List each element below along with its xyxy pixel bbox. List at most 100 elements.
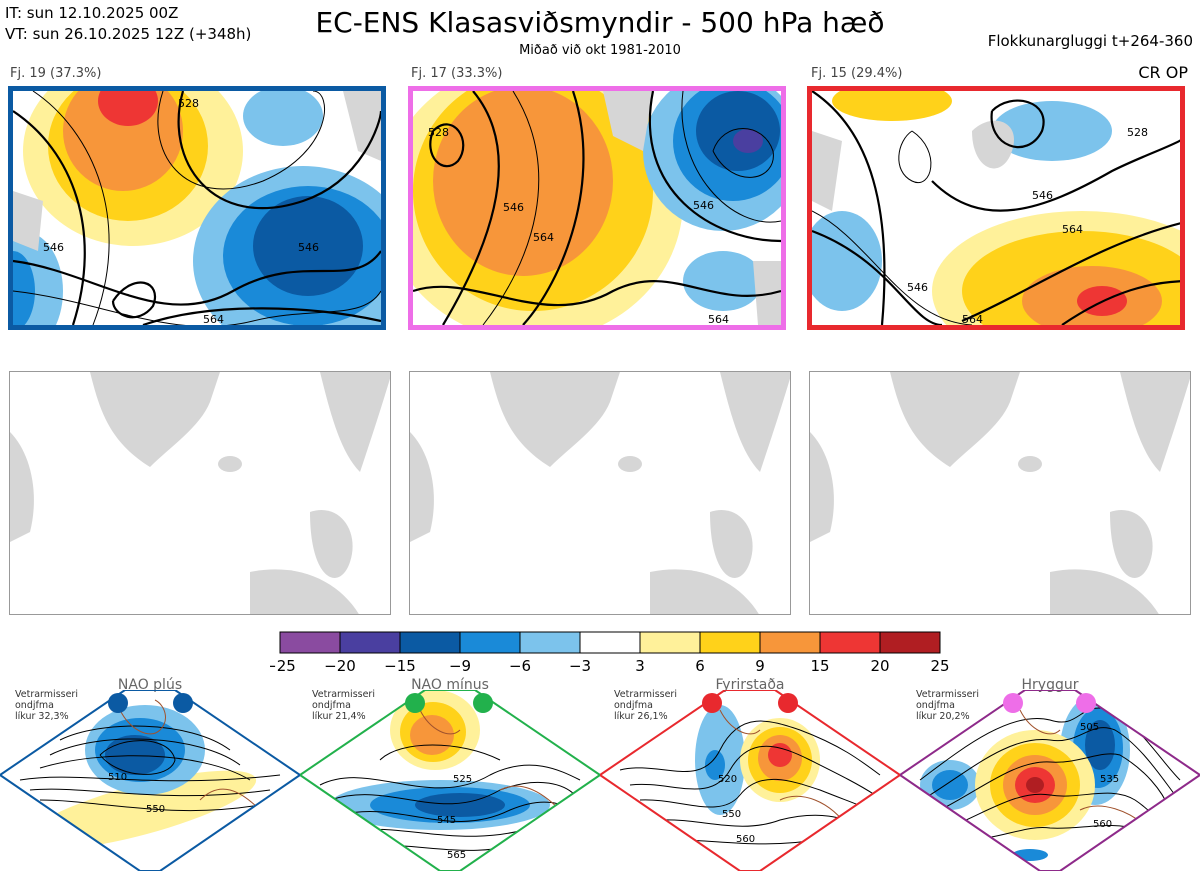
height-contours xyxy=(13,91,381,325)
blank-map-3-drawing xyxy=(810,372,1190,614)
regime-dot xyxy=(1003,693,1023,713)
regime-note-ridge: Vetrarmisseri ondjfma líkur 20,2% xyxy=(916,689,979,722)
note-line: líkur 26,1% xyxy=(614,711,668,722)
cluster-map-3-drawing: 528 546 564 546 564 xyxy=(812,91,1180,325)
colorbar-tick-label: −20 xyxy=(324,657,356,675)
contour-label: 520 xyxy=(718,774,737,785)
cluster-map-1: 528 546 546 564 xyxy=(8,86,386,330)
colorbar-tick-label: −9 xyxy=(449,657,471,675)
regime-note-blocking: Vetrarmisseri ondjfma líkur 26,1% xyxy=(614,689,677,722)
regime-map-ridge: 505 535 560 xyxy=(900,690,1200,871)
note-line: líkur 32,3% xyxy=(15,711,69,722)
contour-label: 546 xyxy=(503,201,524,214)
colorbar-swatch xyxy=(279,631,341,654)
cluster-map-2-drawing: 528 546 564 546 564 xyxy=(413,91,781,325)
regime-dot xyxy=(778,693,798,713)
regime-map-blocking: 520 550 560 xyxy=(600,690,900,871)
valid-time: VT: sun 26.10.2025 12Z (+348h) xyxy=(5,25,252,43)
contour-label: 546 xyxy=(298,241,319,254)
colorbar-tick-label: −15 xyxy=(384,657,416,675)
colorbar-swatch xyxy=(819,631,881,654)
regime-dot xyxy=(405,693,425,713)
colorbar-swatch xyxy=(759,631,821,654)
contour-label: 546 xyxy=(693,199,714,212)
anomaly-fill xyxy=(13,91,381,325)
note-line: Vetrarmisseri xyxy=(15,689,78,700)
contour-label: 545 xyxy=(437,815,456,826)
contour-label: 564 xyxy=(1062,223,1083,236)
contour-label: 560 xyxy=(736,834,755,845)
colorbar-swatch xyxy=(579,631,641,654)
note-line: Vetrarmisseri xyxy=(312,689,375,700)
regime-dot xyxy=(1076,693,1096,713)
blank-map-1 xyxy=(9,371,391,615)
regime-dot xyxy=(108,693,128,713)
contour-label: 535 xyxy=(1100,774,1119,785)
anomaly-fill xyxy=(812,91,1180,325)
regime-title-blocking: Fyrirstaða xyxy=(715,677,785,693)
cluster-map-2: 528 546 564 546 564 xyxy=(408,86,786,330)
colorbar-tick-label: −25 xyxy=(270,657,296,675)
contour-label: 546 xyxy=(907,281,928,294)
regime-note-nao-minus: Vetrarmisseri ondjfma líkur 21,4% xyxy=(312,689,375,722)
contour-label: 510 xyxy=(108,772,127,783)
regime-dot xyxy=(473,693,493,713)
contour-label: 546 xyxy=(1032,189,1053,202)
classification-window: Flokkunargluggi t+264-360 xyxy=(987,32,1193,50)
colorbar-tick-label: 3 xyxy=(635,657,645,675)
anomaly-fill xyxy=(413,91,781,325)
regime-map-nao-plus: 510 550 xyxy=(0,690,300,871)
blank-map-2 xyxy=(409,371,791,615)
height-contours xyxy=(812,91,1180,325)
colorbar-tick-label: 25 xyxy=(930,657,949,675)
regime-note-nao-plus: Vetrarmisseri ondjfma líkur 32,3% xyxy=(15,689,78,722)
height-contours xyxy=(413,91,781,325)
regime-map-nao-minus: 525 545 565 xyxy=(300,690,600,871)
cluster-label-3: Fj. 15 (29.4%) xyxy=(811,66,903,81)
regime-title-ridge: Hryggur xyxy=(1021,677,1079,693)
run-info: IT: sun 12.10.2025 00Z VT: sun 26.10.202… xyxy=(5,3,251,45)
colorbar-tick-label: 6 xyxy=(695,657,705,675)
note-line: ondjfma xyxy=(916,700,955,711)
colorbar-swatch xyxy=(519,631,581,654)
blank-map-1-drawing xyxy=(10,372,390,614)
contour-label: 564 xyxy=(962,313,983,325)
contour-label: 546 xyxy=(43,241,64,254)
land-mask xyxy=(812,120,1014,211)
contour-label: 560 xyxy=(1093,819,1112,830)
init-time: IT: sun 12.10.2025 00Z xyxy=(5,4,179,22)
colorbar-swatch xyxy=(459,631,521,654)
note-line: ondjfma xyxy=(614,700,653,711)
contour-label: 505 xyxy=(1080,722,1099,733)
colorbar-swatch xyxy=(699,631,761,654)
contour-label: 564 xyxy=(708,313,729,325)
land-mask xyxy=(13,91,381,251)
colorbar-tick-label: 9 xyxy=(755,657,765,675)
regime-dot xyxy=(173,693,193,713)
regime-title-nao-minus: NAO mínus xyxy=(411,677,489,693)
cluster-label-2: Fj. 17 (33.3%) xyxy=(411,66,503,81)
cluster-map-1-drawing: 528 546 546 564 xyxy=(13,91,381,325)
colorbar-tick-label: 15 xyxy=(810,657,829,675)
contour-label: 528 xyxy=(178,97,199,110)
page-subtitle: Miðað við okt 1981-2010 xyxy=(519,43,681,58)
contour-label: 550 xyxy=(146,804,165,815)
note-line: Vetrarmisseri xyxy=(916,689,979,700)
contour-label: 528 xyxy=(1127,126,1148,139)
blank-map-2-drawing xyxy=(410,372,790,614)
anomaly-colorbar: −25 −20 −15 −9 −6 −3 3 6 9 15 20 25 xyxy=(270,631,950,675)
colorbar-swatch xyxy=(879,631,941,654)
control-run-tag: CR OP xyxy=(1138,63,1188,82)
colorbar-swatch xyxy=(639,631,701,654)
colorbar-tick-label: −3 xyxy=(569,657,591,675)
note-line: líkur 21,4% xyxy=(312,711,366,722)
regime-dot xyxy=(702,693,722,713)
contour-label: 550 xyxy=(722,809,741,820)
note-line: Vetrarmisseri xyxy=(614,689,677,700)
note-line: ondjfma xyxy=(15,700,54,711)
page-title: EC-ENS Klasasviðsmyndir - 500 hPa hæð xyxy=(315,6,885,39)
colorbar-tick-label: 20 xyxy=(870,657,889,675)
contour-label: 525 xyxy=(453,774,472,785)
note-line: ondjfma xyxy=(312,700,351,711)
note-line: líkur 20,2% xyxy=(916,711,970,722)
